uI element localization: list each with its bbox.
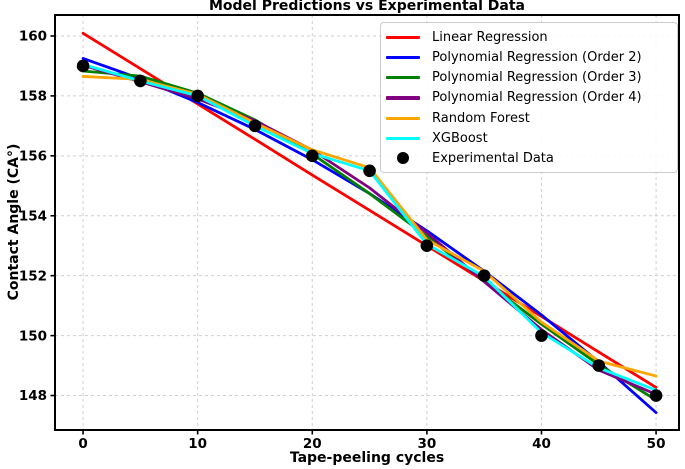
y-tick-label: 156 (19, 149, 47, 165)
y-tick-label: 160 (19, 29, 47, 45)
legend-label: Polynomial Regression (Order 4) (432, 90, 642, 106)
y-tick-label: 148 (19, 388, 47, 404)
y-axis-label: Contact Angle (CA°) (6, 143, 22, 301)
data-point (191, 89, 204, 103)
axes-spines (54, 14, 680, 431)
data-point (134, 74, 147, 88)
series-line-polynomial-regression-order-3 (81, 69, 658, 402)
x-tick-label: 10 (188, 436, 207, 452)
legend-label: XGBoost (432, 130, 488, 146)
legend-item-linear-regression: Linear Regression (386, 28, 673, 47)
data-point (248, 119, 262, 133)
data-point (535, 329, 548, 342)
data-point (649, 389, 663, 402)
legend-swatch-green-line (386, 76, 420, 80)
legend-item-random-forest: Random Forest (386, 109, 673, 128)
x-axis-label: Tape-peeling cycles (289, 450, 445, 466)
legend-item-poly3: Polynomial Regression (Order 3) (386, 68, 673, 87)
x-tick-label: 0 (78, 436, 87, 452)
legend-swatch-purple-line (386, 96, 420, 100)
legend-label: Polynomial Regression (Order 2) (432, 50, 642, 66)
legend-marker-black-dot-icon (386, 152, 420, 165)
data-point (76, 59, 90, 73)
data-point (592, 359, 606, 372)
legend-item-experimental-data: Experimental Data (386, 149, 673, 168)
data-point (363, 164, 376, 178)
y-tick-label: 158 (19, 89, 47, 105)
legend-label: Polynomial Regression (Order 3) (432, 70, 642, 86)
data-point (305, 149, 319, 163)
chart-title: Model Predictions vs Experimental Data (208, 0, 526, 14)
x-tick-label: 40 (532, 436, 551, 452)
y-tick-label: 154 (19, 208, 47, 224)
legend-item-poly2: Polynomial Regression (Order 2) (386, 48, 673, 67)
y-tick-label: 152 (19, 268, 47, 284)
legend-label: Random Forest (432, 110, 530, 126)
data-point (477, 269, 491, 282)
x-tick-label: 30 (417, 436, 436, 452)
legend-item-xgboost: XGBoost (386, 129, 673, 148)
x-tick-label: 20 (303, 436, 322, 452)
legend-swatch-red-line (386, 35, 420, 40)
legend-label: Experimental Data (432, 150, 554, 166)
legend-swatch-blue-line (386, 56, 420, 60)
legend: Linear Regression Polynomial Regression … (380, 22, 678, 173)
legend-label: Linear Regression (432, 30, 548, 45)
legend-item-poly4: Polynomial Regression (Order 4) (386, 88, 673, 107)
x-tick-label: 50 (647, 436, 666, 452)
legend-swatch-orange-line (386, 116, 420, 120)
legend-swatch-cyan-line (386, 136, 420, 140)
y-tick-label: 150 (19, 328, 47, 344)
data-point (420, 239, 434, 253)
